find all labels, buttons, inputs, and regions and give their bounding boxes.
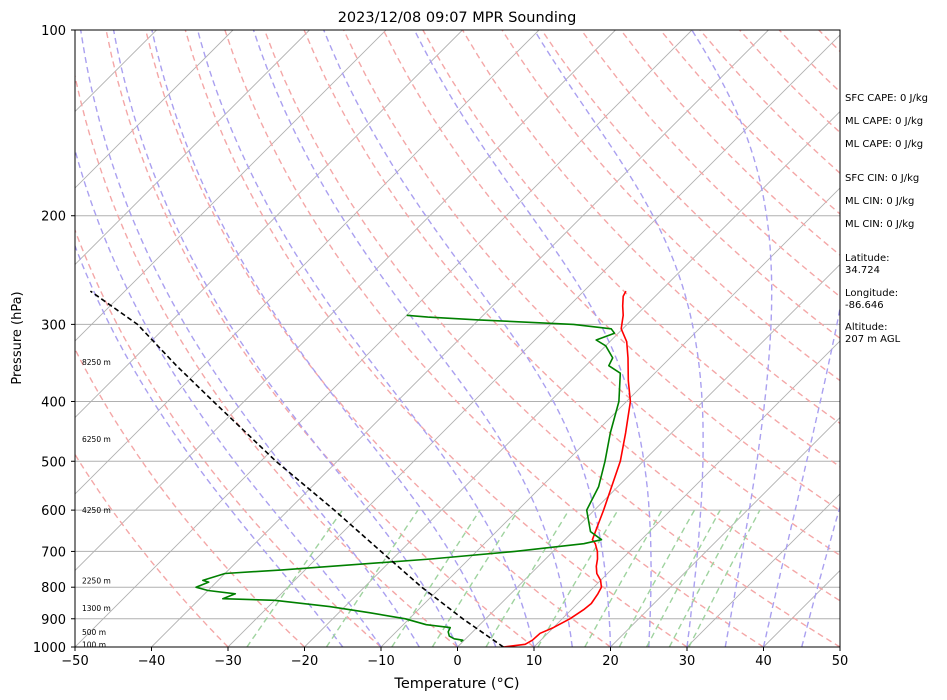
altitude-text: Altitude: 207 m AGL: [845, 322, 901, 345]
sfc-cape-text: SFC CAPE: 0 J/kg: [845, 93, 928, 104]
isotherm-line: [75, 30, 310, 266]
mixing-ratio-line: [431, 509, 519, 647]
dry-adiabat-line: [75, 347, 305, 647]
y-tick-label: 600: [41, 504, 66, 519]
height-label: 6250 m: [82, 435, 111, 444]
x-tick-label: 20: [602, 654, 619, 669]
moist-adiabat-line: [801, 504, 840, 647]
latitude-text: Latitude: 34.724: [845, 253, 890, 276]
mixing-ratio-line: [391, 509, 481, 647]
y-tick-label: 500: [41, 455, 66, 470]
x-tick-label: 0: [453, 654, 461, 669]
sounding-series: [89, 290, 632, 647]
mixing-ratio-line: [688, 509, 761, 647]
height-label: 1300 m: [82, 604, 111, 613]
mixing-ratio-line: [668, 509, 743, 647]
isotherm-line: [75, 30, 234, 189]
x-tick-label: −30: [214, 654, 241, 669]
dry-adiabat-line: [75, 72, 458, 647]
x-tick-label: 40: [755, 654, 772, 669]
x-tick-label: 50: [832, 654, 849, 669]
isotherm-line: [533, 340, 840, 647]
moist-adiabat-line: [196, 30, 535, 647]
height-labels: 100 m 500 m 1300 m 2250 m 4250 m 6250 m 8250 m: [82, 358, 111, 649]
moist-adiabat-line: [151, 30, 497, 647]
y-tick-label: 900: [41, 613, 66, 628]
height-label: 100 m: [82, 640, 106, 649]
height-label: 2250 m: [82, 576, 111, 585]
mixing-ratio-line: [645, 509, 721, 647]
moist-adiabat-line: [112, 30, 459, 647]
moist-adiabat-line: [75, 244, 344, 647]
isotherm-line: [686, 493, 840, 647]
moist-adiabat-line: [323, 30, 612, 647]
isotherm-line: [75, 30, 540, 495]
height-label: 8250 m: [82, 358, 111, 367]
y-tick-label: 700: [41, 545, 66, 560]
x-tick-label: −20: [291, 654, 318, 669]
isotherm-line: [304, 110, 840, 647]
isotherm-line: [75, 30, 693, 647]
x-tick-label: −10: [367, 654, 394, 669]
x-tick-label: −50: [61, 654, 88, 669]
moist-adiabat-line: [252, 30, 573, 647]
mixing-ratio-line: [325, 509, 419, 647]
height-label: 4250 m: [82, 506, 111, 515]
ml-cape-text-2: ML CAPE: 0 J/kg: [845, 139, 924, 150]
dry-adiabat-line: [580, 30, 840, 298]
y-axis-label: Pressure (hPa): [10, 291, 25, 384]
x-axis-label: Temperature (°C): [393, 676, 519, 692]
parcel-line: [89, 290, 504, 647]
chart-title: 2023/12/08 09:07 MPR Sounding: [338, 10, 577, 26]
moist-adiabat-line: [691, 30, 773, 647]
mixing-ratio-line: [485, 509, 570, 647]
isotherm-line: [380, 187, 840, 647]
dry-adiabat-line: [105, 30, 535, 647]
y-tick-label: 800: [41, 581, 66, 596]
moist-adiabat-line: [75, 147, 382, 647]
moist-adiabat-line: [762, 304, 840, 647]
mixing-ratio-line: [537, 509, 619, 647]
y-tick-label: 100: [41, 24, 66, 39]
isotherm-line: [151, 30, 769, 647]
moist-adiabat-line: [80, 30, 420, 647]
dry-adiabat-line: [75, 228, 382, 647]
dry-adiabat-line: [263, 30, 840, 647]
reference-lines: [75, 30, 840, 647]
isotherm-line: [457, 263, 840, 647]
dry-adiabat-line: [224, 30, 764, 647]
mixing-ratio-line: [246, 509, 344, 647]
isotherm-line: [75, 30, 463, 419]
temperature-line: [503, 290, 632, 647]
isotherm-line: [227, 34, 840, 647]
isotherm-line: [610, 416, 840, 647]
axes: −50 −40 −30 −20 −10 0 10 20 30 40 50 100 200 300 400 50…: [33, 24, 848, 669]
sfc-cin-text: SFC CIN: 0 J/kg: [845, 173, 920, 184]
moist-adiabat-line: [413, 30, 652, 647]
height-label: 500 m: [82, 628, 106, 637]
plot-frame: [74, 29, 841, 648]
y-tick-label: 1000: [33, 641, 66, 656]
x-tick-label: −40: [138, 654, 165, 669]
mixing-ratio-line: [618, 509, 696, 647]
y-tick-label: 300: [41, 318, 66, 333]
y-tick-label: 400: [41, 395, 66, 410]
isotherm-line: [75, 30, 387, 342]
ml-cin-text-2: ML CIN: 0 J/kg: [845, 219, 915, 230]
moist-adiabat-line: [533, 30, 704, 647]
dry-adiabat-line: [184, 30, 688, 647]
ml-cin-text: ML CIN: 0 J/kg: [845, 196, 915, 207]
dry-adiabat-line: [145, 30, 611, 647]
mixing-ratio-line: [584, 509, 663, 647]
x-tick-label: 30: [679, 654, 696, 669]
longitude-text: Longitude: -86.646: [845, 288, 899, 311]
ml-cape-text: ML CAPE: 0 J/kg: [845, 116, 924, 127]
y-tick-label: 200: [41, 210, 66, 225]
x-tick-label: 10: [526, 654, 543, 669]
dewpoint-line: [195, 314, 622, 643]
isotherm-line: [75, 30, 616, 572]
